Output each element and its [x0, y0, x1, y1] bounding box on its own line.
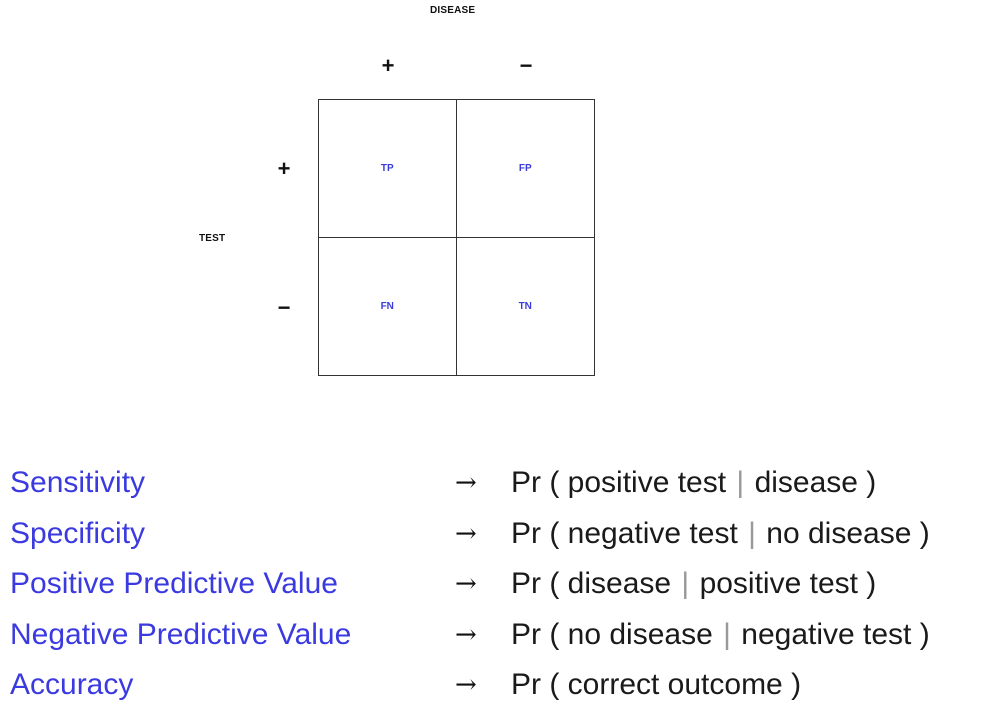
probability-formula: Pr ( no disease | negative test )	[511, 614, 930, 656]
term-label: Specificity	[10, 516, 146, 550]
formula-prefix: Pr ( correct outcome )	[511, 668, 802, 701]
matrix-cell-tn: TN	[457, 238, 595, 376]
right-arrow-icon: →	[455, 619, 477, 650]
right-arrow-icon: →	[455, 670, 477, 700]
test-axis-title: TEST	[199, 233, 226, 244]
definition-ppv: Positive Predictive Value → Pr ( disease…	[0, 563, 982, 614]
given-bar: |	[748, 516, 756, 550]
confusion-matrix: TP FP FN TN	[318, 99, 595, 376]
probability-formula: Pr ( negative test | no disease )	[511, 513, 930, 555]
matrix-cell-tp: TP	[319, 100, 457, 238]
formula-prefix: Pr ( positive test	[511, 466, 727, 499]
matrix-cell-fn: FN	[319, 237, 457, 375]
probability-formula: Pr ( disease | positive test )	[511, 563, 876, 605]
given-bar: |	[736, 466, 745, 499]
disease-negative-sign: −	[519, 53, 533, 78]
matrix-cell-fp: FP	[456, 100, 594, 238]
term-label: Negative Predictive Value	[10, 617, 352, 651]
given-bar: |	[723, 617, 731, 651]
probability-formula: Pr ( correct outcome )	[511, 664, 801, 706]
formula-suffix: disease )	[754, 466, 877, 499]
definition-sensitivity: Sensitivity → Pr ( positive test | disea…	[0, 462, 982, 513]
definitions-list: Sensitivity → Pr ( positive test | disea…	[0, 462, 982, 715]
definition-npv: Negative Predictive Value → Pr ( no dise…	[0, 614, 982, 665]
formula-prefix: Pr ( no disease	[511, 617, 713, 651]
term-label: Sensitivity	[10, 466, 146, 499]
right-arrow-icon: →	[455, 468, 477, 498]
false-negative-label: FN	[380, 300, 394, 312]
false-positive-label: FP	[518, 162, 532, 174]
formula-prefix: Pr ( disease	[511, 567, 672, 600]
definition-accuracy: Accuracy → Pr ( correct outcome )	[0, 664, 982, 715]
formula-prefix: Pr ( negative test	[511, 516, 738, 550]
disease-axis-title: DISEASE	[430, 5, 476, 16]
formula-suffix: negative test )	[741, 617, 930, 651]
test-negative-sign: −	[277, 295, 291, 320]
formula-suffix: no disease )	[766, 516, 930, 550]
right-arrow-icon: →	[455, 518, 477, 549]
right-arrow-icon: →	[455, 569, 477, 599]
true-negative-label: TN	[518, 300, 532, 312]
true-positive-label: TP	[380, 162, 394, 174]
probability-formula: Pr ( positive test | disease )	[511, 462, 876, 504]
term-label: Accuracy	[10, 668, 134, 701]
formula-suffix: positive test )	[699, 567, 877, 600]
definition-specificity: Specificity → Pr ( negative test | no di…	[0, 513, 982, 564]
term-label: Positive Predictive Value	[10, 567, 338, 600]
disease-positive-sign: +	[381, 53, 395, 78]
test-positive-sign: +	[277, 156, 291, 181]
given-bar: |	[681, 567, 690, 600]
